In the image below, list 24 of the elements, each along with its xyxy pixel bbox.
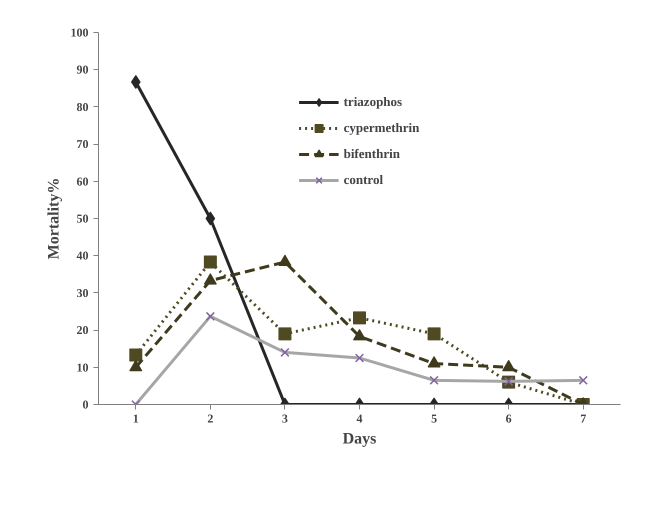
y-tick-label: 70 — [76, 137, 88, 152]
y-tick-label: 90 — [76, 62, 88, 77]
x-tick-label: 6 — [506, 412, 512, 426]
legend-label: control — [344, 172, 384, 188]
y-tick-label: 40 — [76, 248, 88, 263]
x-tick-label: 3 — [282, 412, 288, 426]
x-tick-label: 5 — [431, 412, 438, 426]
y-tick-label: 80 — [76, 100, 88, 114]
x-tick-label: 2 — [207, 412, 214, 426]
y-tick-label: 20 — [76, 323, 88, 338]
y-tick-label: 60 — [76, 174, 88, 188]
x-tick-label: 1 — [132, 412, 139, 426]
y-tick-label: 30 — [76, 286, 88, 300]
y-tick-label: 50 — [76, 212, 88, 226]
y-tick-label: 0 — [82, 398, 88, 412]
x-axis-title: Days — [342, 430, 376, 448]
legend-label: bifenthrin — [344, 146, 400, 162]
x-tick-label: 7 — [580, 412, 586, 426]
legend-label: triazophos — [344, 94, 402, 110]
x-tick-label: 4 — [356, 412, 362, 426]
y-tick-label: 100 — [70, 26, 88, 40]
y-tick-label: 10 — [76, 360, 88, 374]
y-axis-title: Mortality% — [46, 178, 62, 260]
legend-label: cypermethrin — [344, 120, 420, 136]
